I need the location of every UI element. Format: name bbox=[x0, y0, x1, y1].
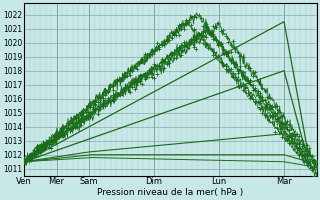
X-axis label: Pression niveau de la mer( hPa ): Pression niveau de la mer( hPa ) bbox=[97, 188, 244, 197]
